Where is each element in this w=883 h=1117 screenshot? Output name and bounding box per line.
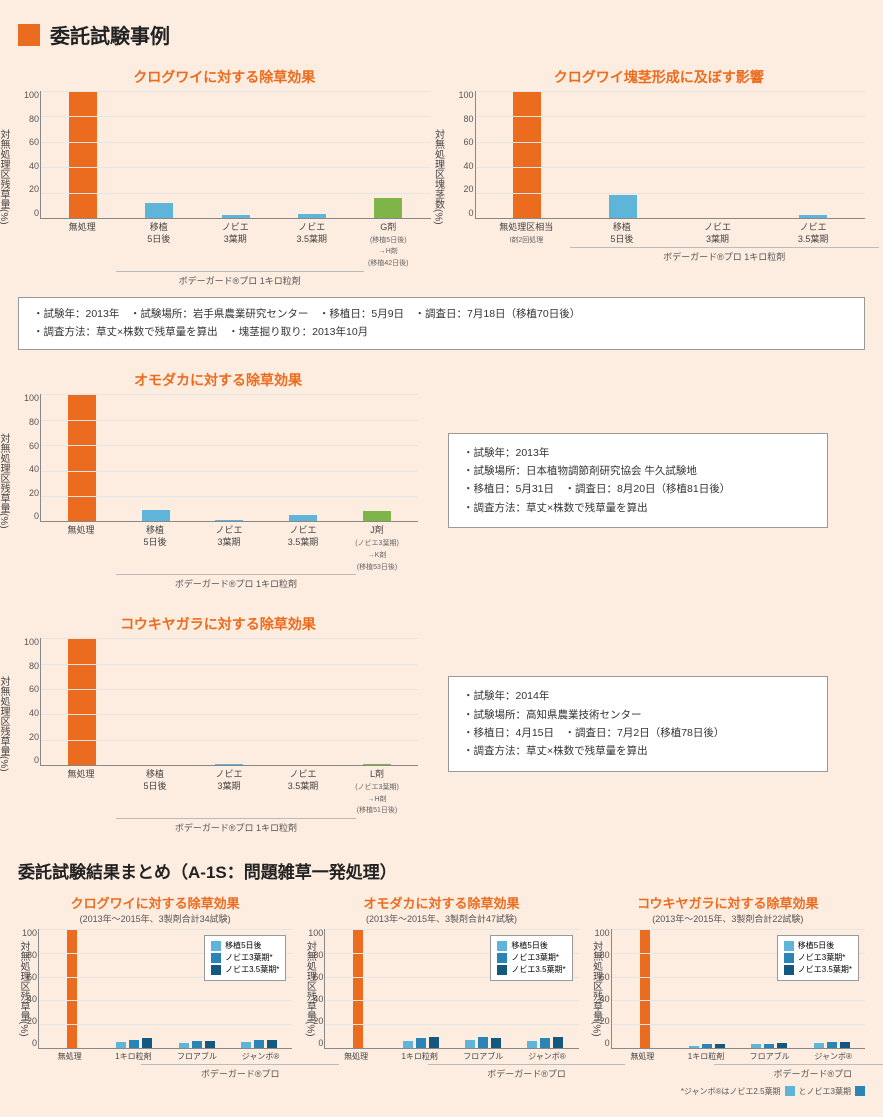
summary-chart: クログワイに対する除草効果 (2013年～2015年、3製剤合計34試験) 対無… [18, 893, 292, 1080]
info-box-3: ・試験年：2014年・試験場所：高知県農業技術センター・移植日：4月15日 ・調… [448, 676, 828, 772]
chart-panel: クログワイに対する除草効果 対無処理区残草量(%) 100806040200 無… [18, 67, 431, 287]
footnote: *ジャンボ®はノビエ2.5葉期 とノビエ3葉期 [18, 1086, 865, 1097]
y-axis-label: 対無処理区塊茎数(%) [431, 67, 446, 287]
summary-chart: オモダカに対する除草効果 (2013年～2015年、3製剤合計47試験) 対無処… [304, 893, 578, 1080]
chart-subtitle: (2013年～2015年、3製剤合計22試験) [591, 912, 865, 925]
chart-title: クログワイに対する除草効果 [18, 893, 292, 912]
info-box-2: ・試験年：2013年・試験場所：日本植物調節剤研究協会 牛久試験地・移植日：5月… [448, 433, 828, 529]
chart-subtitle: (2013年～2015年、3製剤合計34試験) [18, 912, 292, 925]
chart-panel: オモダカに対する除草効果 対無処理区残草量(%) 100806040200 無処… [18, 370, 418, 590]
page-title: 委託試験事例 [50, 20, 170, 49]
header: 委託試験事例 [18, 20, 865, 49]
chart-title: オモダカに対する除草効果 [18, 370, 418, 390]
chart-panel: コウキヤガラに対する除草効果 対無処理区残草量(%) 100806040200 … [18, 614, 418, 834]
chart-title: コウキヤガラに対する除草効果 [18, 614, 418, 634]
y-axis-label: 対無処理区残草量(%) [0, 370, 11, 590]
legend: 移植5日後ノビエ3葉期*ノビエ3.5葉期* [204, 935, 286, 981]
y-axis-label: 対無処理区残草量(%) [0, 67, 11, 287]
y-axis-label: 対無処理区残草量(%) [0, 614, 11, 834]
chart-title: クログワイ塊茎形成に及ぼす影響 [453, 67, 866, 87]
summary-chart: コウキヤガラに対する除草効果 (2013年～2015年、3製剤合計22試験) 対… [591, 893, 865, 1080]
chart-title: オモダカに対する除草効果 [304, 893, 578, 912]
chart-title: コウキヤガラに対する除草効果 [591, 893, 865, 912]
summary-title: 委託試験結果まとめ（A-1S：問題雑草一発処理） [18, 858, 865, 883]
legend: 移植5日後ノビエ3葉期*ノビエ3.5葉期* [777, 935, 859, 981]
chart-panel: クログワイ塊茎形成に及ぼす影響 対無処理区塊茎数(%) 100806040200… [453, 67, 866, 287]
info-box-1: ・試験年：2013年 ・試験場所：岩手県農業研究センター ・移植日：5月9日 ・… [18, 297, 865, 351]
legend: 移植5日後ノビエ3葉期*ノビエ3.5葉期* [490, 935, 572, 981]
chart-subtitle: (2013年～2015年、3製剤合計47試験) [304, 912, 578, 925]
chart-title: クログワイに対する除草効果 [18, 67, 431, 87]
square-icon [18, 24, 40, 46]
